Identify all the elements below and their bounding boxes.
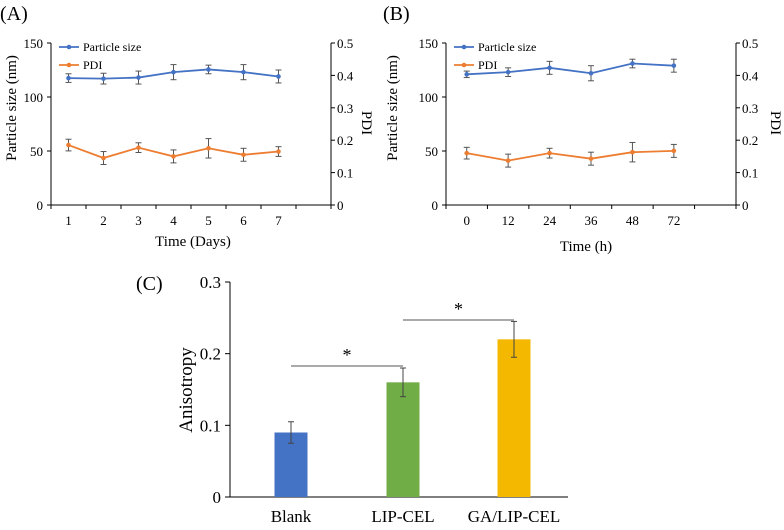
panel-c-bar-lip-cel (386, 382, 420, 497)
panel-c-y-tick-label: 0.3 (200, 273, 221, 292)
panel-b-y-tick-label: 100 (419, 90, 439, 105)
panel-a-y-tick-label: 100 (24, 90, 44, 105)
panel-a-series-pdi-point (136, 145, 141, 150)
panel-b-legend-marker-1 (461, 62, 467, 68)
panel-c-y-tick-label: 0 (213, 488, 222, 507)
panel-b-y2-axis-title: PDI (767, 111, 783, 135)
panel-b-series-particle-size-point (547, 65, 552, 71)
panel-b-legend-marker-0 (461, 44, 467, 50)
panel-b-legend-label-0: Particle size (478, 40, 536, 54)
panel-a-y2-tick-label: 0 (337, 198, 344, 213)
panel-a-x-tick-label: 6 (240, 213, 247, 228)
panel-a-y-axis-title: Particle size (nm) (4, 55, 20, 161)
panel-b-series-pdi-point (505, 158, 511, 163)
panel-b-series-pdi-line (466, 149, 674, 162)
panel-a-x-tick-label: 5 (205, 213, 212, 228)
panel-a-y-tick-label: 150 (24, 36, 44, 51)
panel-a-legend-label-0: Particle size (83, 40, 141, 54)
panel-b-y-axis-title: Particle size (nm) (385, 55, 401, 161)
panel-b-x-tick-label: 24 (543, 213, 557, 228)
panel-b-y2-tick-label: 0.5 (742, 36, 758, 51)
panel-a-series-particle-size-point (101, 76, 106, 81)
panel-a-y2-axis-title: PDI (358, 111, 374, 135)
panel-a-series-pdi-point (171, 154, 176, 159)
panel-b-y2-tick-label: 0.2 (742, 133, 758, 148)
panel-a-series-particle-size-point (206, 67, 211, 72)
panel-a-legend-marker-0 (66, 44, 72, 50)
panel-b-series-pdi-point (671, 148, 677, 154)
panel-a-line-chart: (A) Particle size (nm) PDI Time (Days) 0… (0, 3, 374, 250)
panel-b-series-pdi-point (547, 150, 552, 156)
panel-a-series-particle-size-point (136, 75, 141, 80)
panel-c-bar-ga-lip-cel (497, 339, 531, 497)
panel-a-series-pdi-point (276, 149, 281, 154)
panel-b-x-tick-label: 48 (626, 213, 639, 228)
panel-a-y-tick-label: 50 (30, 144, 43, 159)
panel-a-series-particle-size-point (276, 74, 281, 79)
panel-a-legend-label-1: PDI (83, 58, 102, 72)
panel-b-series-pdi-point (588, 156, 594, 161)
panel-b-series-particle-size-point (588, 70, 594, 76)
panel-b-x-axis-title: Time (h) (560, 239, 612, 255)
panel-b-y2-tick-label: 0 (742, 198, 749, 213)
panel-b-y-tick-label: 150 (419, 36, 439, 51)
panel-b-x-tick-label: 36 (585, 213, 599, 228)
panel-a-series-particle-size-point (241, 69, 246, 75)
panel-a-x-tick-label: 4 (170, 213, 177, 228)
panel-b-x-tick-label: 0 (463, 213, 470, 228)
panel-a-series-pdi-point (66, 142, 71, 148)
panel-c-bar-chart: (C) Anisotropy 0 0.1 0.2 0.3 Blank LIP-CEL GA/… (136, 273, 568, 526)
panel-a-y-tick-label: 0 (37, 198, 44, 213)
panel-c-significance-label: * (454, 299, 463, 319)
panel-b-legend-label-1: PDI (478, 58, 497, 72)
panel-a-x-axis-title: Time (Days) (155, 234, 231, 250)
panel-a-series-pdi-point (241, 152, 246, 158)
panel-b-series-particle-size-point (671, 63, 677, 68)
panel-a-series-particle-size-point (66, 75, 71, 81)
panel-a-y2-tick-label: 0.3 (337, 101, 353, 116)
panel-c-y-axis-title: Anisotropy (176, 347, 197, 433)
panel-c-x-tick-label: GA/LIP-CEL (468, 507, 561, 526)
panel-b-series-particle-size-point (464, 72, 470, 77)
panel-a-series-pdi-point (101, 155, 106, 161)
panel-a-x-tick-label: 1 (65, 213, 72, 228)
panel-a-legend-marker-1 (66, 62, 72, 68)
panel-a-x-tick-label: 2 (100, 213, 107, 228)
panel-b-series-particle-size-point (630, 61, 635, 66)
panel-b-series-particle-size-line (466, 62, 674, 76)
panel-b-x-tick-label: 72 (667, 213, 680, 228)
panel-b-y2-tick-label: 0.1 (742, 166, 758, 181)
panel-a-series-pdi-point (206, 146, 211, 151)
panel-c-y-tick-label: 0.1 (200, 416, 221, 435)
panel-b-series-particle-size-point (505, 69, 511, 75)
panel-a-y2-tick-label: 0.1 (337, 166, 353, 181)
panel-b-x-tick-label: 12 (502, 213, 515, 228)
panel-b-y2-tick-label: 0.4 (742, 68, 759, 83)
panel-a-x-tick-label: 7 (275, 213, 282, 228)
panel-a-series-particle-size-point (171, 69, 176, 75)
panel-a-y2-tick-label: 0.4 (337, 68, 354, 83)
panel-c-y-tick-label: 0.2 (200, 345, 221, 364)
panel-a-y2-tick-label: 0.2 (337, 133, 353, 148)
panel-b-y-tick-label: 0 (432, 198, 439, 213)
panel-a-y2-tick-label: 0.5 (337, 36, 353, 51)
panel-b-y2-tick-label: 0.3 (742, 101, 758, 116)
panel-b-series-pdi-point (464, 150, 470, 156)
panel-a-label: (A) (0, 3, 28, 25)
panel-b-line-chart: (B) Particle size (nm) PDI Time (h) 0 50 1… (383, 3, 783, 255)
panel-b-series-pdi-point (630, 149, 635, 155)
panel-c-x-tick-label: Blank (271, 507, 312, 526)
panel-c-label: (C) (136, 273, 163, 295)
panel-b-y-tick-label: 50 (425, 144, 438, 159)
panel-a-x-tick-label: 3 (135, 213, 142, 228)
panel-b-label: (B) (383, 3, 410, 25)
panel-c-x-tick-label: LIP-CEL (371, 507, 434, 526)
panel-c-significance-label: * (343, 345, 352, 365)
